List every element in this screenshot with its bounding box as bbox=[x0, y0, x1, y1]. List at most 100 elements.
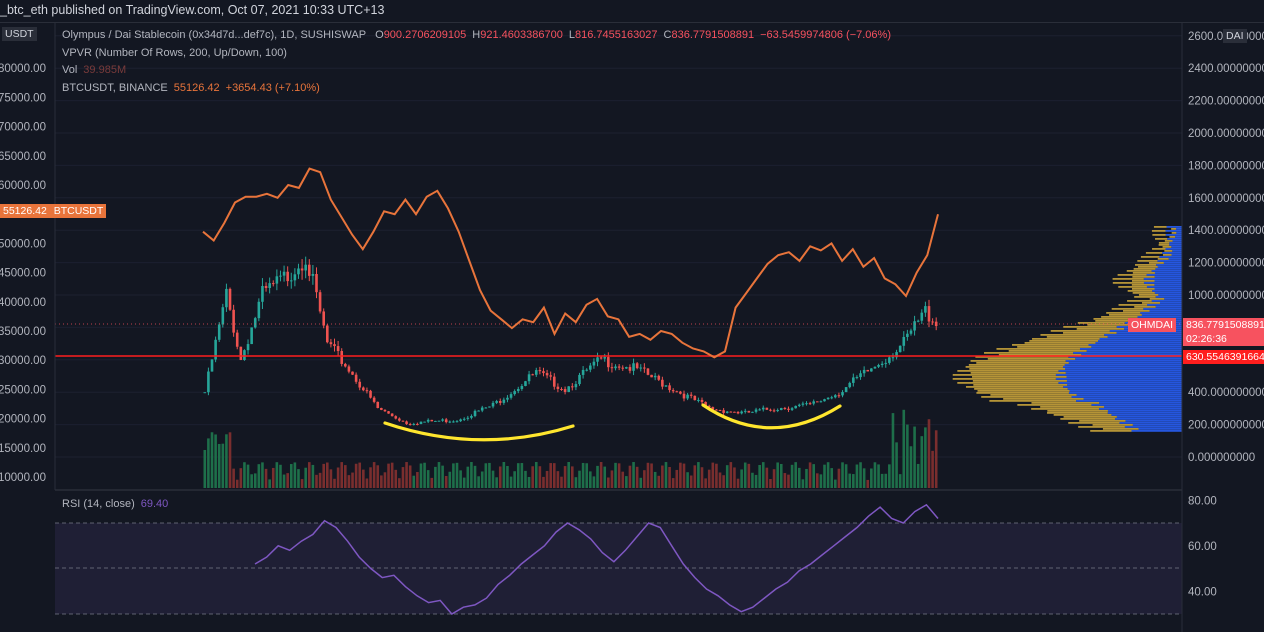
volume-bar bbox=[898, 474, 902, 488]
publish-info: _btc_eth published on TradingView.com, O… bbox=[0, 3, 385, 17]
legend-vpvr[interactable]: VPVR (Number Of Rows, 200, Up/Down, 100) bbox=[62, 47, 287, 59]
candle-body bbox=[614, 366, 617, 369]
vpvr-row-up bbox=[1162, 252, 1182, 254]
candle-body bbox=[859, 373, 862, 378]
legend-rsi[interactable]: RSI (14, close) 69.40 bbox=[62, 498, 169, 510]
vpvr-row-down bbox=[1031, 402, 1100, 404]
volume-bar bbox=[459, 470, 462, 488]
vpvr-row-down bbox=[1164, 250, 1173, 252]
candle-body bbox=[610, 367, 614, 369]
right-tick-label: 1600.000000000 bbox=[1188, 193, 1264, 205]
vpvr-row-up bbox=[1103, 406, 1182, 408]
cup-arc-2[interactable] bbox=[701, 403, 842, 430]
volume-bar bbox=[506, 466, 509, 488]
volume-bar bbox=[736, 478, 740, 488]
vpvr-row-up bbox=[1083, 398, 1182, 400]
left-price-axis[interactable]: 80000.00 75000.00 70000.00 65000.00 60000.00… bbox=[0, 63, 46, 484]
vpvr-row-up bbox=[1076, 400, 1182, 402]
rsi-axis[interactable]: 80.00 60.00 40.00 bbox=[1188, 495, 1217, 598]
candle-body bbox=[214, 339, 217, 360]
volume-bar bbox=[884, 473, 888, 488]
vpvr-row-down bbox=[981, 396, 1072, 398]
vpvr-row-up bbox=[1154, 292, 1182, 294]
vpvr-row-down bbox=[972, 376, 1067, 378]
volume-bar bbox=[430, 477, 434, 488]
vpvr-row-down bbox=[1117, 274, 1147, 276]
volume-bar bbox=[502, 462, 506, 488]
candle-body bbox=[617, 366, 621, 368]
vpvr-row-down bbox=[1126, 270, 1152, 272]
candle-body bbox=[880, 363, 884, 366]
candle-body bbox=[772, 410, 776, 412]
candle-body bbox=[340, 351, 344, 364]
candle-body bbox=[210, 359, 214, 372]
candle-body bbox=[250, 327, 253, 345]
volume-bar bbox=[423, 462, 426, 488]
volume-bar bbox=[848, 473, 852, 488]
vpvr-row-up bbox=[1116, 416, 1182, 418]
candle-body bbox=[412, 423, 416, 425]
candle-body bbox=[635, 363, 639, 369]
candle-body bbox=[275, 276, 279, 284]
candle-body bbox=[740, 411, 743, 414]
vpvr-row-up bbox=[1166, 226, 1182, 228]
volume-bar bbox=[275, 462, 279, 488]
volume-bar bbox=[210, 432, 214, 488]
candle-body bbox=[650, 374, 653, 378]
vpvr-row-down bbox=[1024, 342, 1096, 344]
volume-bar bbox=[625, 476, 628, 488]
vpvr-row-up bbox=[1111, 414, 1182, 416]
volume-bar bbox=[282, 474, 286, 488]
volume-bar bbox=[221, 443, 225, 488]
vpvr-row-down bbox=[1158, 242, 1170, 244]
volume-bar bbox=[722, 475, 725, 488]
left-currency-badge[interactable]: USDT bbox=[2, 27, 37, 41]
vpvr-row-down bbox=[984, 352, 1074, 354]
volume-bar bbox=[816, 473, 819, 488]
candle-body bbox=[203, 392, 207, 394]
line-price-badge: 630.5546391664 bbox=[1183, 350, 1264, 364]
legend-volume[interactable]: Vol 39.985M bbox=[62, 64, 127, 76]
btc-line[interactable] bbox=[202, 167, 939, 359]
legend-symbol[interactable]: Olympus / Dai Stablecoin (0x34d7d...def7… bbox=[62, 29, 367, 41]
cup-arc-1[interactable] bbox=[383, 421, 575, 442]
candle-body bbox=[761, 407, 765, 410]
candle-body bbox=[841, 392, 844, 396]
volume-bar bbox=[473, 465, 477, 488]
vpvr-row-up bbox=[1116, 332, 1182, 334]
volume-bar bbox=[383, 472, 387, 488]
vpvr-row-up bbox=[1088, 344, 1182, 346]
vpvr-row-down bbox=[1141, 302, 1160, 304]
vpvr-row-down bbox=[1101, 316, 1138, 318]
right-currency-badge[interactable]: DAI bbox=[1223, 29, 1247, 43]
vpvr-row-down bbox=[1138, 266, 1158, 268]
vpvr-row-down bbox=[1095, 320, 1135, 322]
vpvr-row-up bbox=[1158, 294, 1182, 296]
volume-bar bbox=[235, 479, 239, 488]
candle-body bbox=[380, 407, 383, 410]
legend-btc[interactable]: BTCUSDT, BINANCE 55126.42 +3654.43 (+7.10%… bbox=[62, 82, 320, 94]
volume-bar bbox=[311, 464, 315, 488]
volume-bar bbox=[805, 468, 808, 488]
candle-body bbox=[271, 283, 275, 285]
candle-body bbox=[264, 285, 268, 289]
volume-bar bbox=[632, 462, 635, 488]
vpvr-row-down bbox=[1152, 234, 1166, 236]
vpvr-row-up bbox=[1151, 270, 1182, 272]
vpvr-row-down bbox=[1029, 340, 1099, 342]
right-price-axis[interactable]: 2600.0000000002400.0000000002200.0000000… bbox=[1188, 31, 1264, 464]
vpvr-row-up bbox=[1172, 250, 1182, 252]
left-tick-label: 75000.00 bbox=[0, 92, 46, 104]
vpvr-row-down bbox=[1109, 314, 1142, 316]
volume-bar bbox=[362, 469, 365, 488]
volume-bar bbox=[470, 462, 473, 488]
volume-bar bbox=[891, 413, 895, 488]
candle-body bbox=[628, 367, 632, 371]
rsi-line[interactable] bbox=[254, 503, 939, 615]
volume-bar bbox=[563, 466, 567, 488]
volume-bar bbox=[661, 465, 664, 488]
vpvr-row-up bbox=[1115, 418, 1182, 420]
left-tick-label: 30000.00 bbox=[0, 355, 46, 367]
candle-body bbox=[243, 350, 246, 360]
